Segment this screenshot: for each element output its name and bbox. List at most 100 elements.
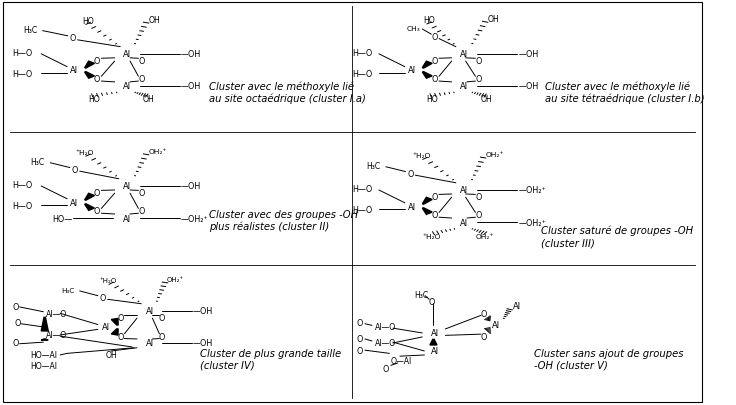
Text: O: O <box>159 313 166 322</box>
Text: —OH: —OH <box>193 307 213 315</box>
Text: Al: Al <box>431 328 439 337</box>
Text: OH₂⁺: OH₂⁺ <box>148 148 166 154</box>
Text: O: O <box>383 364 389 373</box>
Text: OH: OH <box>481 95 492 104</box>
Text: HO: HO <box>82 17 93 26</box>
Text: Al: Al <box>146 339 154 347</box>
Text: Al: Al <box>460 50 468 59</box>
Text: H—O: H—O <box>12 181 32 190</box>
Text: O: O <box>117 332 124 341</box>
Text: ⁺H₂O: ⁺H₂O <box>423 234 442 240</box>
Text: OH₂⁺: OH₂⁺ <box>476 234 495 240</box>
Text: O: O <box>356 346 363 355</box>
Text: O: O <box>69 34 76 43</box>
Text: H₃C: H₃C <box>414 290 428 299</box>
Text: ⁺H₂O: ⁺H₂O <box>75 149 93 156</box>
Polygon shape <box>111 329 118 335</box>
Text: O: O <box>117 313 124 322</box>
Text: O: O <box>159 332 166 341</box>
Text: Cluster avec le méthoxyle lié
au site octaédrique (cluster I.a): Cluster avec le méthoxyle lié au site oc… <box>209 81 366 104</box>
Text: O: O <box>138 207 144 216</box>
Text: Al: Al <box>123 214 131 223</box>
Text: Al: Al <box>408 202 416 211</box>
Polygon shape <box>430 339 437 345</box>
Polygon shape <box>422 198 432 205</box>
Text: O: O <box>356 319 363 328</box>
Text: HO: HO <box>88 95 99 104</box>
Text: O: O <box>138 75 144 84</box>
Text: OH: OH <box>142 95 154 104</box>
Text: Al: Al <box>102 323 110 332</box>
Text: H—O: H—O <box>12 49 32 58</box>
Text: O—Al: O—Al <box>391 356 412 365</box>
Text: Al: Al <box>408 66 416 75</box>
Polygon shape <box>422 62 432 69</box>
Polygon shape <box>422 72 432 79</box>
Polygon shape <box>41 339 49 340</box>
Text: O: O <box>138 57 144 66</box>
Text: Al: Al <box>492 320 500 329</box>
Text: Al: Al <box>460 218 468 227</box>
Text: Cluster avec le méthoxyle lié
au site tétraédrique (cluster I.b): Cluster avec le méthoxyle lié au site té… <box>545 81 704 104</box>
Text: O: O <box>94 189 100 198</box>
Text: HO: HO <box>426 95 438 104</box>
Polygon shape <box>85 204 94 211</box>
Text: O: O <box>15 319 21 328</box>
Polygon shape <box>85 72 94 79</box>
Text: —OH: —OH <box>519 82 539 91</box>
Text: —OH: —OH <box>181 50 202 59</box>
Text: H—O: H—O <box>353 69 372 78</box>
Text: O: O <box>475 75 481 84</box>
Text: H—O: H—O <box>353 49 372 58</box>
Text: O: O <box>94 75 100 84</box>
Text: O: O <box>475 57 481 66</box>
Text: Al: Al <box>123 182 131 191</box>
Text: O: O <box>432 33 438 42</box>
Text: Al: Al <box>512 301 521 310</box>
Polygon shape <box>41 318 49 331</box>
Text: Al: Al <box>146 307 154 315</box>
Text: —OH: —OH <box>181 182 202 191</box>
Text: Cluster saturé de groupes -OH
(cluster III): Cluster saturé de groupes -OH (cluster I… <box>541 226 693 247</box>
Text: O: O <box>99 293 106 302</box>
Text: Al: Al <box>123 50 131 59</box>
Text: HO—: HO— <box>52 214 73 223</box>
Text: O: O <box>428 297 434 306</box>
Text: H₃C: H₃C <box>61 288 74 293</box>
Text: Al—O: Al—O <box>375 339 396 347</box>
Text: O: O <box>71 165 78 174</box>
Text: H—O: H—O <box>12 69 32 78</box>
Text: H—O: H—O <box>12 201 32 210</box>
Text: OH: OH <box>148 16 160 25</box>
Text: O: O <box>432 211 438 220</box>
Text: —OH₂⁺: —OH₂⁺ <box>519 186 547 195</box>
Text: O: O <box>432 57 438 66</box>
Text: Al: Al <box>460 186 468 195</box>
Text: HO—Al: HO—Al <box>31 351 57 360</box>
Text: Al: Al <box>123 82 131 91</box>
Text: —OH: —OH <box>181 82 202 91</box>
Text: O: O <box>432 75 438 84</box>
Text: O: O <box>13 339 18 347</box>
Text: Cluster de plus grande taille
(cluster IV): Cluster de plus grande taille (cluster I… <box>200 348 341 370</box>
Text: H—O: H—O <box>353 185 372 194</box>
Text: O: O <box>481 332 487 341</box>
Text: O: O <box>94 207 100 216</box>
Text: —OH: —OH <box>519 50 539 59</box>
Text: O: O <box>94 57 100 66</box>
Polygon shape <box>85 62 94 69</box>
Polygon shape <box>422 208 432 215</box>
Text: Al—O: Al—O <box>375 323 396 332</box>
Text: ⁺H₂O: ⁺H₂O <box>412 153 431 159</box>
Text: H₃C: H₃C <box>24 26 38 35</box>
Text: Cluster avec des groupes -OH
plus réalistes (cluster II): Cluster avec des groupes -OH plus réalis… <box>209 209 358 232</box>
Text: Al: Al <box>70 198 78 207</box>
Text: O: O <box>13 302 18 311</box>
Text: O: O <box>432 193 438 202</box>
Text: ⁺H₂O: ⁺H₂O <box>99 277 117 284</box>
Text: CH₃: CH₃ <box>406 26 420 32</box>
Text: Al—O: Al—O <box>46 330 68 340</box>
Text: H₃C: H₃C <box>367 162 381 171</box>
Text: H₃C: H₃C <box>31 158 45 167</box>
Text: O: O <box>356 335 363 343</box>
